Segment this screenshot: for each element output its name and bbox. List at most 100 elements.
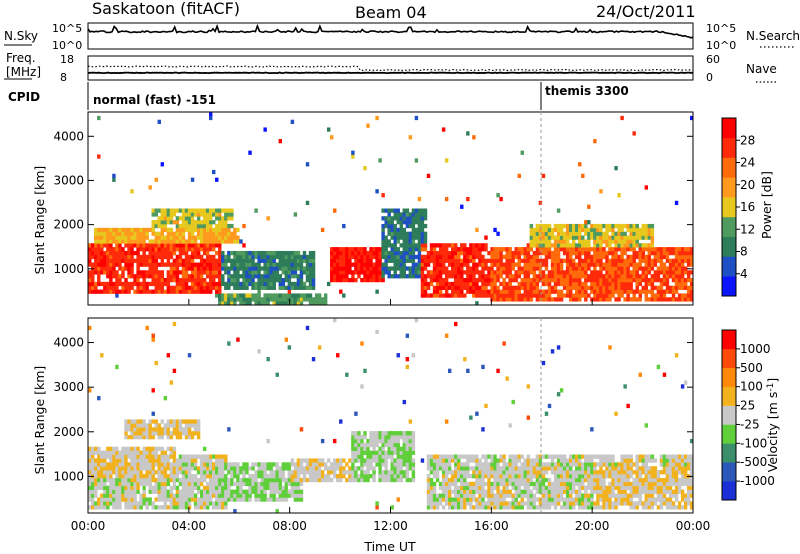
heatmap-cell <box>351 274 355 279</box>
heatmap-cell <box>209 458 213 463</box>
heatmap-cell <box>677 281 682 287</box>
heatmap-cell <box>293 266 298 271</box>
heatmap-cell <box>272 470 276 475</box>
heatmap-cell <box>511 274 515 279</box>
heatmap-cell <box>263 462 267 467</box>
heatmap-cell <box>145 227 149 233</box>
heatmap-cell <box>420 266 425 271</box>
heatmap-cell <box>133 281 137 287</box>
heatmap-cell <box>351 150 355 155</box>
heatmap-cell <box>587 231 591 236</box>
heatmap-cell <box>336 247 340 252</box>
heatmap-cell <box>91 277 95 283</box>
heatmap-cell <box>620 239 624 244</box>
heatmap-cell <box>351 462 355 467</box>
heatmap-cell <box>202 493 207 498</box>
heatmap-cell <box>568 293 573 298</box>
heatmap-cell <box>224 254 228 260</box>
heatmap-cell <box>481 266 485 271</box>
heatmap-cell <box>139 227 143 233</box>
heatmap-cell <box>435 277 440 283</box>
heatmap-cell <box>572 458 576 463</box>
heatmap-cell <box>547 227 552 233</box>
heatmap-cell <box>333 266 337 271</box>
heatmap-cell <box>541 293 546 298</box>
heatmap-cell <box>553 462 558 467</box>
heatmap-cell <box>160 231 165 236</box>
heatmap-cell <box>263 281 267 287</box>
heatmap-cell <box>662 277 667 283</box>
heatmap-cell <box>451 489 455 494</box>
heatmap-cell <box>172 505 177 510</box>
heatmap-cell <box>103 254 107 260</box>
heatmap-cell <box>175 281 180 287</box>
heatmap-cell <box>360 435 364 440</box>
heatmap-cell <box>638 231 642 236</box>
heatmap-cell <box>520 497 524 502</box>
heatmap-cell <box>254 250 258 256</box>
heatmap-cell <box>227 277 231 283</box>
heatmap-cell <box>620 250 624 256</box>
heatmap-cell <box>372 470 376 475</box>
heatmap-cell <box>100 458 104 463</box>
heatmap-cell <box>366 462 370 467</box>
heatmap-cell <box>644 285 649 290</box>
heatmap-cell <box>224 458 228 463</box>
heatmap-cell <box>160 250 165 256</box>
heatmap-cell <box>196 208 201 213</box>
heatmap-cell <box>572 227 576 233</box>
heatmap-cell <box>205 239 210 244</box>
heatmap-cell <box>396 470 400 475</box>
heatmap-cell <box>650 239 655 244</box>
heatmap-cell <box>481 274 485 279</box>
heatmap-cell <box>121 239 125 244</box>
heatmap-cell <box>215 235 219 240</box>
heatmap-cell <box>653 250 658 256</box>
heatmap-cell <box>248 489 252 494</box>
heatmap-cell <box>311 285 316 290</box>
heatmap-cell <box>481 462 485 467</box>
heatmap-cell <box>686 289 691 294</box>
heatmap-cell <box>405 435 410 440</box>
heatmap-cell <box>469 454 473 459</box>
colorbar-tick-label: 16 <box>740 200 755 214</box>
heatmap-cell <box>187 247 192 252</box>
heatmap-cell <box>236 281 240 287</box>
heatmap-cell <box>151 220 155 225</box>
heatmap-cell <box>290 266 295 271</box>
heatmap-cell <box>523 458 528 463</box>
heatmap-cell <box>375 450 379 455</box>
heatmap-cell <box>390 450 394 455</box>
heatmap-cell <box>133 450 137 455</box>
heatmap-cell <box>466 262 470 267</box>
heatmap-cell <box>269 266 273 271</box>
heatmap-cell <box>484 481 488 487</box>
heatmap-cell <box>463 254 467 260</box>
heatmap-cell <box>466 281 470 287</box>
heatmap-cell <box>218 262 222 267</box>
heatmap-cell <box>635 231 639 236</box>
heatmap-cell <box>308 254 313 260</box>
heatmap-cell <box>100 262 104 267</box>
heatmap-cell <box>562 250 567 256</box>
heatmap-cell <box>233 489 237 494</box>
heatmap-cell <box>584 293 588 298</box>
heatmap-cell <box>351 454 355 459</box>
heatmap-cell <box>242 297 246 302</box>
heatmap-cell <box>121 493 125 498</box>
heatmap-cell <box>181 458 186 463</box>
heatmap-cell <box>556 227 561 233</box>
heatmap-cell <box>671 285 676 290</box>
heatmap-cell <box>623 250 627 256</box>
heatmap-cell <box>408 274 413 279</box>
heatmap-cell <box>160 212 165 217</box>
heatmap-cell <box>151 254 155 260</box>
heatmap-cell <box>142 277 146 283</box>
heatmap-cell <box>94 489 98 494</box>
heatmap-cell <box>109 274 113 279</box>
heatmap-cell <box>339 462 343 467</box>
heatmap-cell <box>221 250 225 256</box>
heatmap-cell <box>275 262 279 267</box>
heatmap-cell <box>354 277 358 283</box>
heatmap-cell <box>205 289 210 294</box>
